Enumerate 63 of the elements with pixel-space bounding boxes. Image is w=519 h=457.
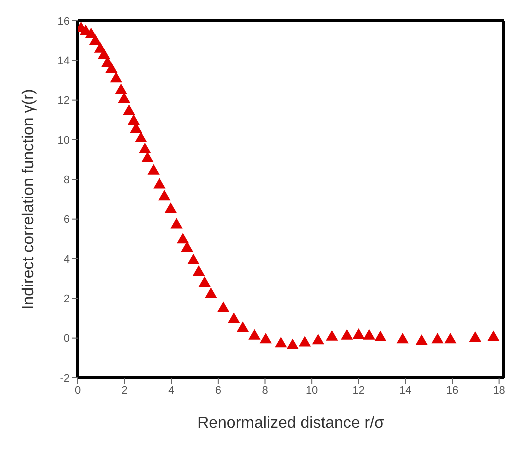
point: [326, 330, 338, 341]
point: [432, 333, 444, 344]
point: [128, 114, 140, 126]
point: [444, 333, 457, 344]
point: [488, 330, 500, 342]
point: [416, 334, 428, 346]
point: [154, 178, 166, 189]
x-tick-label: 0: [74, 384, 82, 397]
y-tick-label: -2: [60, 372, 70, 385]
point: [164, 202, 178, 214]
x-tick-label: 6: [215, 384, 222, 397]
x-tick-label: 16: [446, 384, 459, 397]
point: [275, 337, 288, 348]
y-tick-label: 8: [64, 174, 70, 187]
point: [110, 72, 122, 83]
x-tick-label: 12: [352, 384, 366, 397]
y-tick-label: 10: [58, 134, 70, 147]
y-tick-label: 4: [64, 254, 70, 266]
point: [106, 62, 118, 74]
x-tick-label: 14: [400, 384, 412, 397]
point: [236, 322, 250, 332]
x-tick-label: 8: [262, 384, 268, 397]
point: [218, 302, 230, 312]
point: [298, 336, 312, 347]
point: [248, 329, 261, 340]
x-tick-label: 4: [168, 384, 175, 397]
point: [115, 84, 128, 94]
y-axis-title: Indirect correlation function γ(r): [20, 89, 38, 310]
point: [188, 254, 200, 264]
point: [158, 190, 171, 201]
point: [352, 328, 365, 340]
point: [205, 288, 218, 298]
x-tick-label: 2: [122, 384, 128, 397]
point: [363, 329, 376, 340]
point: [396, 333, 409, 344]
point: [177, 233, 190, 244]
point: [118, 92, 130, 104]
point: [139, 142, 152, 154]
point: [192, 265, 206, 276]
point: [89, 34, 102, 45]
y-tick-label: 16: [58, 16, 70, 28]
point: [286, 338, 299, 350]
point: [123, 104, 136, 116]
x-tick-label: 10: [306, 384, 318, 397]
y-tick-label: 6: [64, 214, 70, 226]
point: [198, 276, 211, 288]
x-axis-title: Renormalized distance r/σ: [198, 415, 385, 432]
point: [228, 312, 240, 324]
y-tick-label: 2: [64, 294, 70, 306]
point: [312, 334, 324, 345]
y-tick-label: 12: [58, 95, 70, 108]
point: [341, 329, 354, 340]
point: [260, 333, 272, 344]
point: [148, 164, 160, 175]
y-tick-label: 14: [58, 56, 70, 68]
point: [170, 218, 183, 229]
x-tick-label: 18: [493, 384, 506, 397]
point: [374, 330, 387, 342]
y-tick-label: 0: [64, 333, 70, 346]
point: [142, 152, 154, 162]
point: [135, 132, 148, 143]
point: [469, 332, 482, 342]
point: [98, 48, 110, 60]
